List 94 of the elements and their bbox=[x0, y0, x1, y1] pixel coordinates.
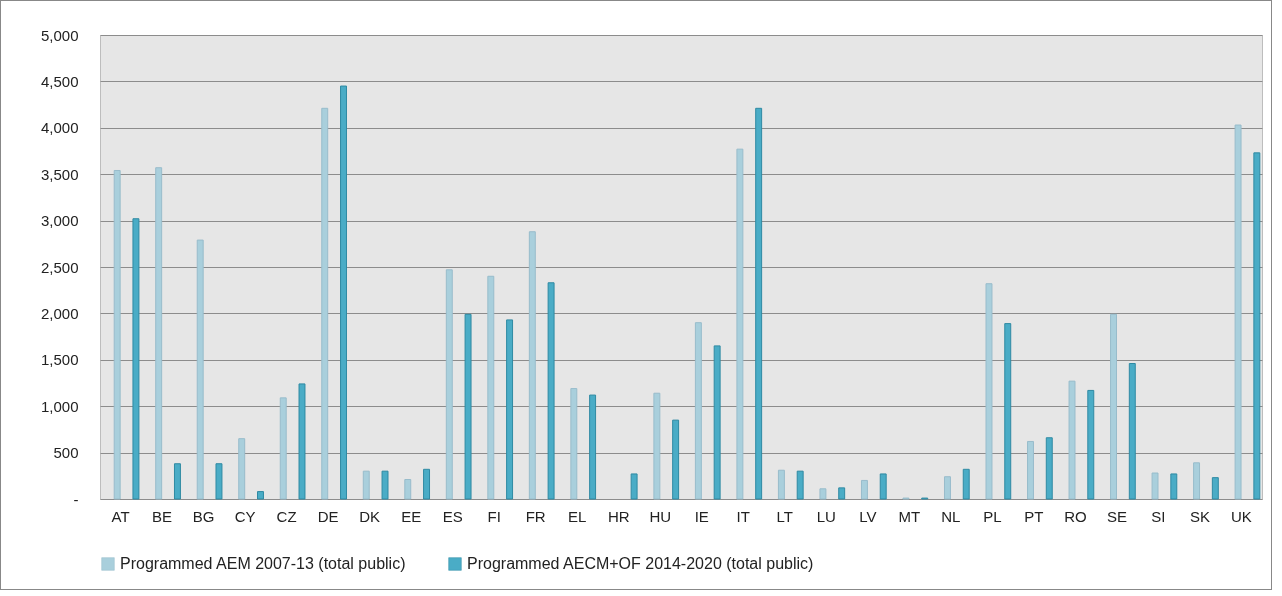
bar bbox=[547, 282, 555, 500]
bar bbox=[528, 231, 536, 500]
bar bbox=[694, 322, 702, 500]
bar bbox=[132, 218, 140, 500]
x-tick-label: EL bbox=[568, 507, 587, 525]
bar bbox=[464, 313, 472, 500]
bar bbox=[1087, 389, 1095, 500]
bar bbox=[796, 470, 804, 500]
bar bbox=[819, 488, 827, 500]
bar bbox=[985, 283, 993, 500]
x-tick-label: DK bbox=[359, 507, 381, 525]
bar bbox=[196, 239, 204, 500]
x-tick-label: UK bbox=[1231, 507, 1252, 525]
y-tick-label: 3,500 bbox=[40, 165, 79, 183]
bar bbox=[1234, 124, 1242, 500]
y-tick-label: 1,500 bbox=[40, 351, 79, 369]
bar bbox=[879, 473, 887, 500]
x-tick-label: SE bbox=[1106, 507, 1127, 525]
x-tick-label: DE bbox=[317, 507, 339, 525]
bar bbox=[279, 397, 287, 500]
y-tick-label: 500 bbox=[53, 444, 79, 462]
x-tick-label: NL bbox=[941, 507, 961, 525]
bar bbox=[777, 469, 785, 500]
y-tick-label: 3,000 bbox=[40, 212, 79, 230]
x-tick-label: HR bbox=[607, 507, 630, 525]
bar bbox=[570, 388, 578, 500]
bar bbox=[1128, 363, 1136, 500]
legend-label: Programmed AECM+OF 2014-2020 (total public) bbox=[467, 555, 814, 572]
x-tick-label: LU bbox=[816, 507, 836, 525]
bar bbox=[362, 470, 370, 500]
x-tick-label: RO bbox=[1064, 507, 1087, 525]
bar bbox=[113, 169, 121, 500]
bar bbox=[173, 463, 181, 500]
x-tick-label: SK bbox=[1189, 507, 1210, 525]
bar bbox=[672, 419, 680, 500]
bar bbox=[298, 383, 306, 500]
bar bbox=[1253, 152, 1261, 500]
bar bbox=[487, 275, 495, 500]
y-tick-label: 2,000 bbox=[40, 304, 79, 322]
bar bbox=[321, 107, 329, 500]
x-tick-label: SI bbox=[1151, 507, 1166, 525]
bar bbox=[423, 468, 431, 500]
bar bbox=[1004, 323, 1012, 500]
legend-label: Programmed AEM 2007-13 (total public) bbox=[120, 555, 406, 572]
bar bbox=[755, 107, 763, 500]
bar bbox=[404, 479, 412, 500]
bar bbox=[1193, 462, 1201, 500]
bar bbox=[860, 479, 868, 500]
bar bbox=[713, 345, 721, 500]
x-tick-label: AT bbox=[111, 507, 130, 525]
bar bbox=[1045, 437, 1053, 500]
bar bbox=[1211, 477, 1219, 500]
x-tick-label: IT bbox=[736, 507, 750, 525]
bar bbox=[736, 148, 744, 500]
x-tick-label: HU bbox=[649, 507, 672, 525]
x-tick-label: LT bbox=[776, 507, 793, 525]
y-tick-label: 4,500 bbox=[40, 72, 79, 90]
x-tick-label: BG bbox=[192, 507, 215, 525]
bar bbox=[1170, 473, 1178, 500]
bar bbox=[630, 473, 638, 500]
bar bbox=[340, 85, 347, 500]
bar bbox=[445, 269, 453, 500]
bar bbox=[943, 476, 951, 500]
bar bbox=[1151, 472, 1159, 500]
x-tick-label: LV bbox=[859, 507, 877, 525]
y-tick-label: 2,500 bbox=[40, 258, 79, 276]
x-tick-label: FR bbox=[525, 507, 546, 525]
x-tick-label: PT bbox=[1024, 507, 1044, 525]
x-tick-label: MT bbox=[898, 507, 921, 525]
y-tick-label: 4,000 bbox=[40, 119, 79, 137]
bar bbox=[155, 167, 163, 500]
bar bbox=[257, 491, 264, 500]
bar bbox=[1110, 313, 1117, 500]
bar bbox=[238, 438, 246, 500]
x-tick-label: PL bbox=[983, 507, 1002, 525]
bar bbox=[838, 487, 846, 500]
x-tick-label: ES bbox=[442, 507, 463, 525]
bar bbox=[589, 394, 597, 500]
x-tick-label: IE bbox=[694, 507, 709, 525]
bar bbox=[1027, 440, 1034, 500]
bar bbox=[1068, 380, 1076, 500]
x-tick-label: CY bbox=[234, 507, 256, 525]
x-tick-label: CZ bbox=[276, 507, 297, 525]
bar bbox=[653, 392, 661, 500]
bar bbox=[506, 319, 514, 500]
bar bbox=[215, 463, 223, 500]
bar bbox=[381, 470, 389, 500]
y-tick-label: 5,000 bbox=[40, 26, 79, 44]
y-tick-label: 1,000 bbox=[40, 397, 79, 415]
y-tick-label: - bbox=[73, 490, 79, 508]
bar bbox=[962, 468, 970, 500]
x-tick-label: BE bbox=[152, 507, 173, 525]
x-tick-label: EE bbox=[401, 507, 422, 525]
x-tick-label: FI bbox=[487, 507, 501, 525]
